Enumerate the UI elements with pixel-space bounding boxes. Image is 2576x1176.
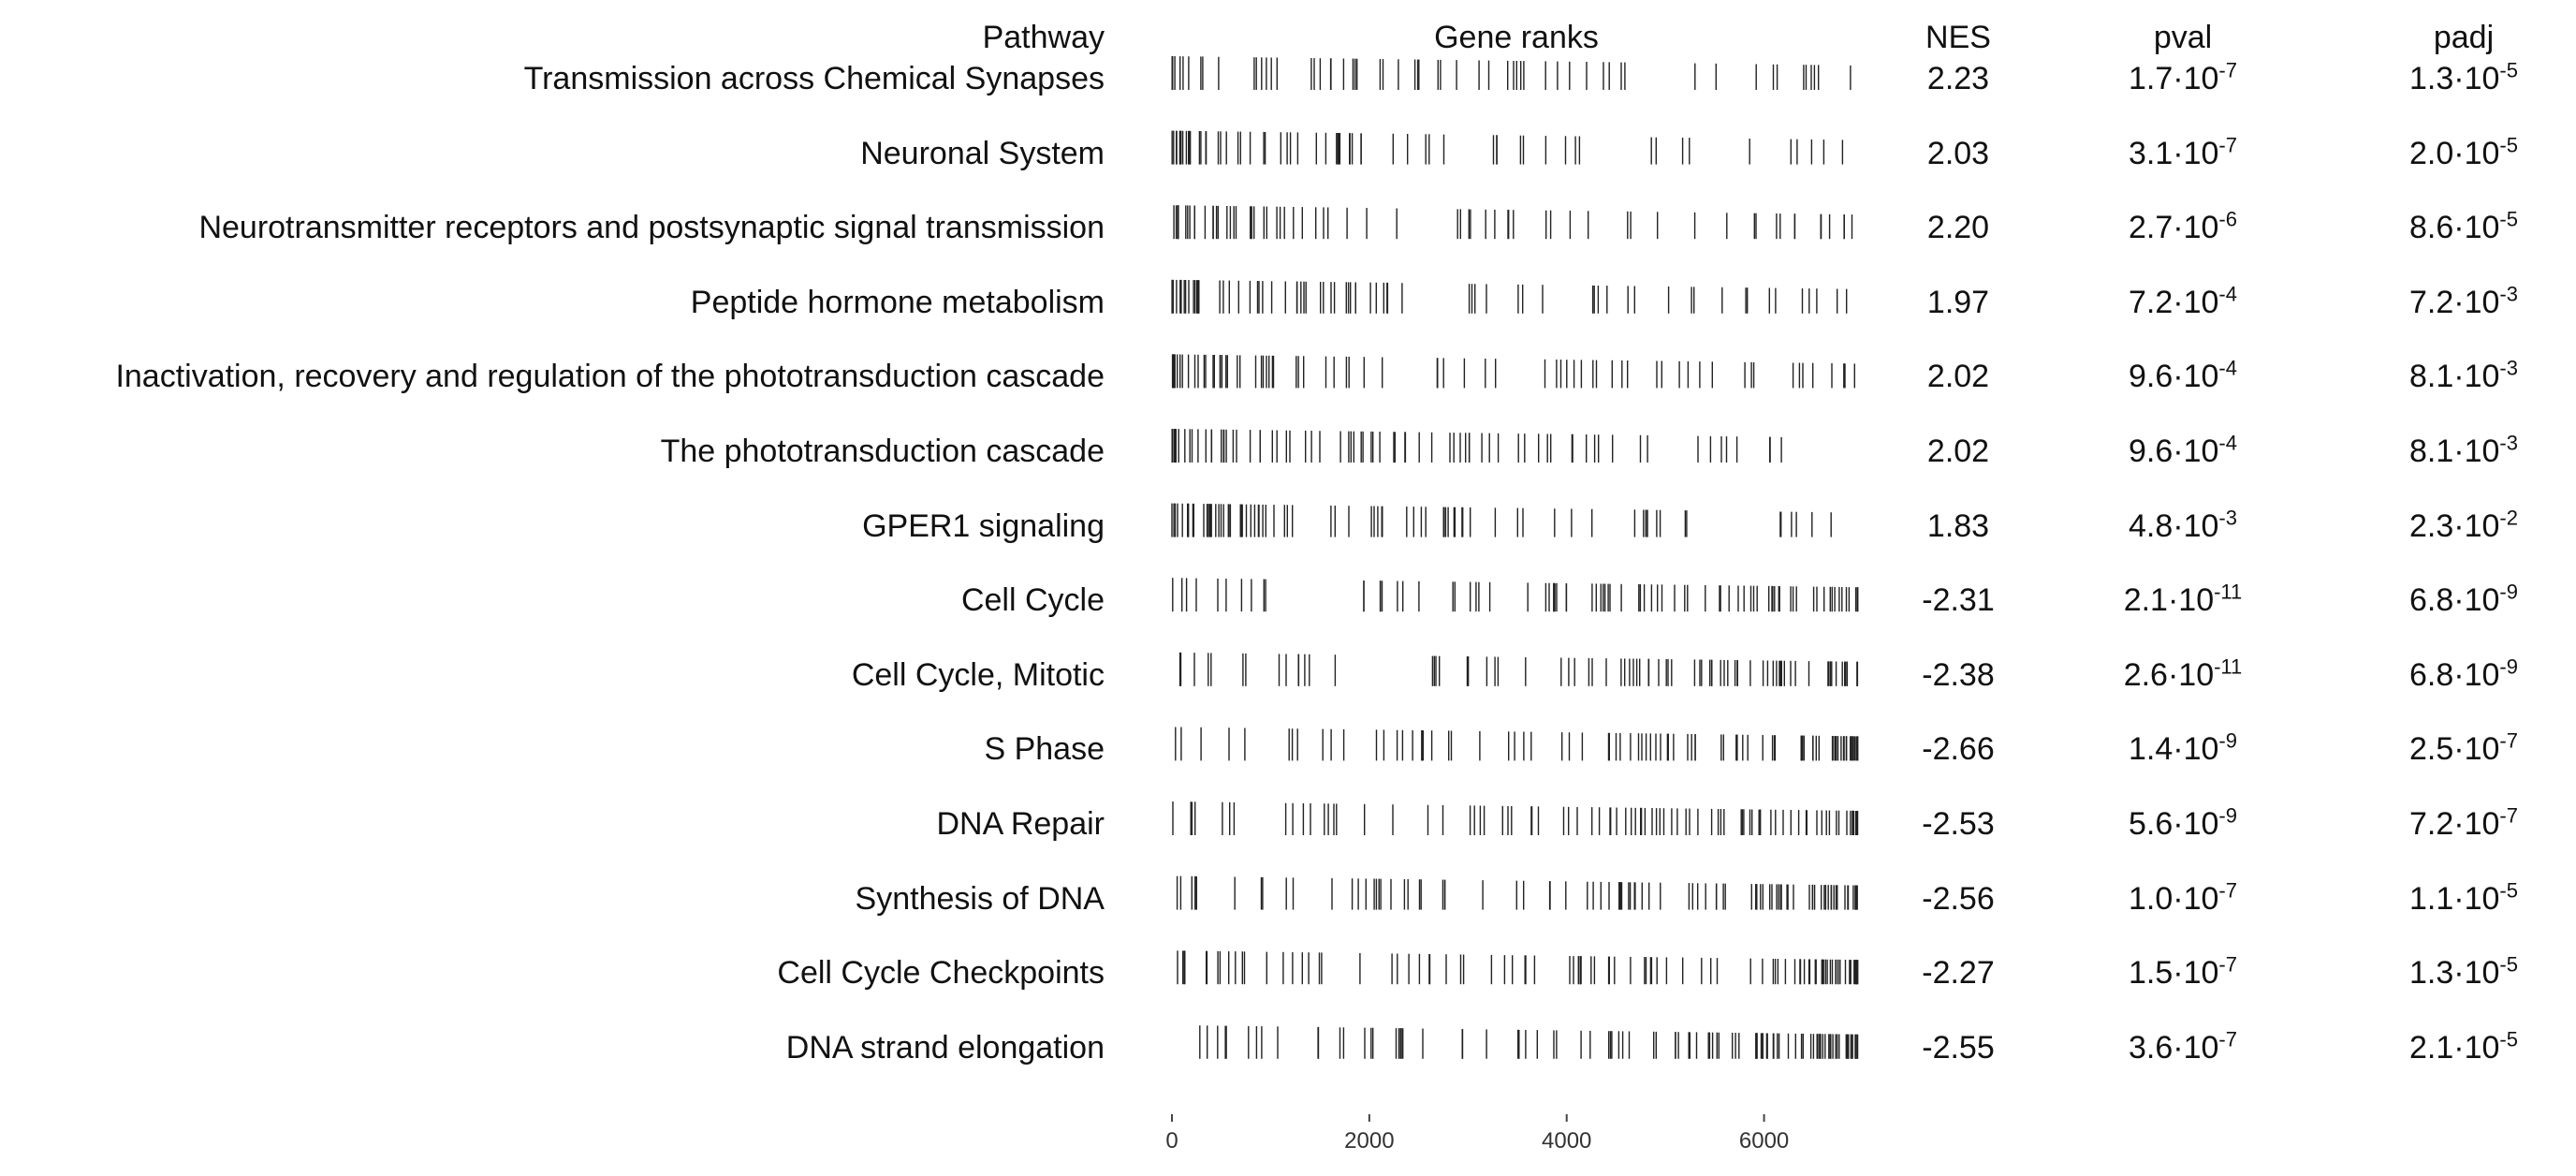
- header-padj: padj: [2433, 20, 2495, 55]
- pathway-name: Neuronal System: [860, 136, 1105, 171]
- padj-value: 8.1·10-3: [2409, 356, 2518, 394]
- x-axis-tick-label: 4000: [1542, 1128, 1591, 1154]
- nes-value: 2.02: [1926, 359, 1990, 394]
- padj-value: 1.3·10-5: [2409, 952, 2518, 991]
- pval-value: 4.8·10-3: [2129, 506, 2237, 544]
- pathway-name: Synthesis of DNA: [855, 881, 1105, 917]
- nes-value: -2.31: [1922, 582, 1995, 618]
- pathway-name: Cell Cycle: [960, 582, 1105, 618]
- nes-value: 2.20: [1926, 210, 1990, 245]
- padj-value: 2.5·10-7: [2409, 728, 2518, 767]
- pathway-name: GPER1 signaling: [862, 508, 1105, 544]
- pval-value: 3.1·10-7: [2129, 133, 2237, 171]
- padj-value: 8.6·10-5: [2409, 207, 2518, 245]
- pathway-name: Peptide hormone metabolism: [690, 285, 1105, 320]
- pval-value: 5.6·10-9: [2129, 803, 2237, 842]
- pval-value: 2.7·10-6: [2129, 207, 2237, 245]
- nes-value: -2.53: [1922, 806, 1995, 842]
- nes-value: -2.27: [1922, 955, 1995, 991]
- x-axis-tick-label: 6000: [1739, 1128, 1789, 1154]
- pval-value: 3.6·10-7: [2129, 1027, 2237, 1066]
- pathway-name: Transmission across Chemical Synapses: [523, 61, 1105, 96]
- pathway-name: DNA Repair: [936, 806, 1105, 842]
- pval-value: 1.7·10-7: [2129, 58, 2237, 96]
- header-pathway: Pathway: [982, 20, 1105, 55]
- padj-value: 2.0·10-5: [2409, 133, 2518, 171]
- x-axis-tick-label: 0: [1165, 1128, 1178, 1154]
- nes-value: -2.55: [1922, 1030, 1995, 1066]
- pval-value: 2.6·10-11: [2123, 654, 2243, 693]
- x-axis-tick-label: 2000: [1344, 1128, 1394, 1154]
- pval-value: 1.5·10-7: [2129, 952, 2237, 991]
- pval-value: 1.0·10-7: [2129, 878, 2237, 917]
- nes-value: 2.02: [1926, 434, 1990, 469]
- padj-value: 8.1·10-3: [2409, 431, 2518, 469]
- header-gene-ranks: Gene ranks: [1434, 20, 1599, 55]
- pathway-name: Cell Cycle Checkpoints: [777, 955, 1105, 991]
- pathway-name: DNA strand elongation: [785, 1030, 1105, 1066]
- pval-value: 9.6·10-4: [2129, 356, 2237, 394]
- padj-value: 1.3·10-5: [2409, 58, 2518, 96]
- nes-value: 2.23: [1926, 61, 1990, 96]
- pval-value: 7.2·10-4: [2129, 282, 2237, 320]
- nes-value: 2.03: [1926, 136, 1990, 171]
- pval-value: 1.4·10-9: [2129, 728, 2237, 767]
- pathway-name: S Phase: [984, 731, 1105, 767]
- pathway-name: The phototransduction cascade: [660, 434, 1105, 469]
- pathway-name: Neurotransmitter receptors and postsynap…: [198, 210, 1105, 245]
- pval-value: 2.1·10-11: [2123, 580, 2243, 618]
- padj-value: 2.1·10-5: [2409, 1027, 2518, 1066]
- nes-value: 1.97: [1926, 285, 1990, 320]
- nes-value: -2.38: [1922, 657, 1995, 693]
- padj-value: 7.2·10-3: [2409, 282, 2518, 320]
- pathway-name: Cell Cycle, Mitotic: [851, 657, 1105, 693]
- header-nes: NES: [1925, 20, 1991, 55]
- padj-value: 6.8·10-9: [2409, 580, 2518, 618]
- padj-value: 7.2·10-7: [2409, 803, 2518, 842]
- nes-value: -2.66: [1922, 731, 1995, 767]
- pval-value: 9.6·10-4: [2129, 431, 2237, 469]
- nes-value: 1.83: [1926, 508, 1990, 544]
- pathway-name: Inactivation, recovery and regulation of…: [115, 359, 1105, 394]
- nes-value: -2.56: [1922, 881, 1995, 917]
- padj-value: 2.3·10-2: [2409, 506, 2518, 544]
- padj-value: 6.8·10-9: [2409, 654, 2518, 693]
- header-pval: pval: [2153, 20, 2213, 55]
- padj-value: 1.1·10-5: [2409, 878, 2518, 917]
